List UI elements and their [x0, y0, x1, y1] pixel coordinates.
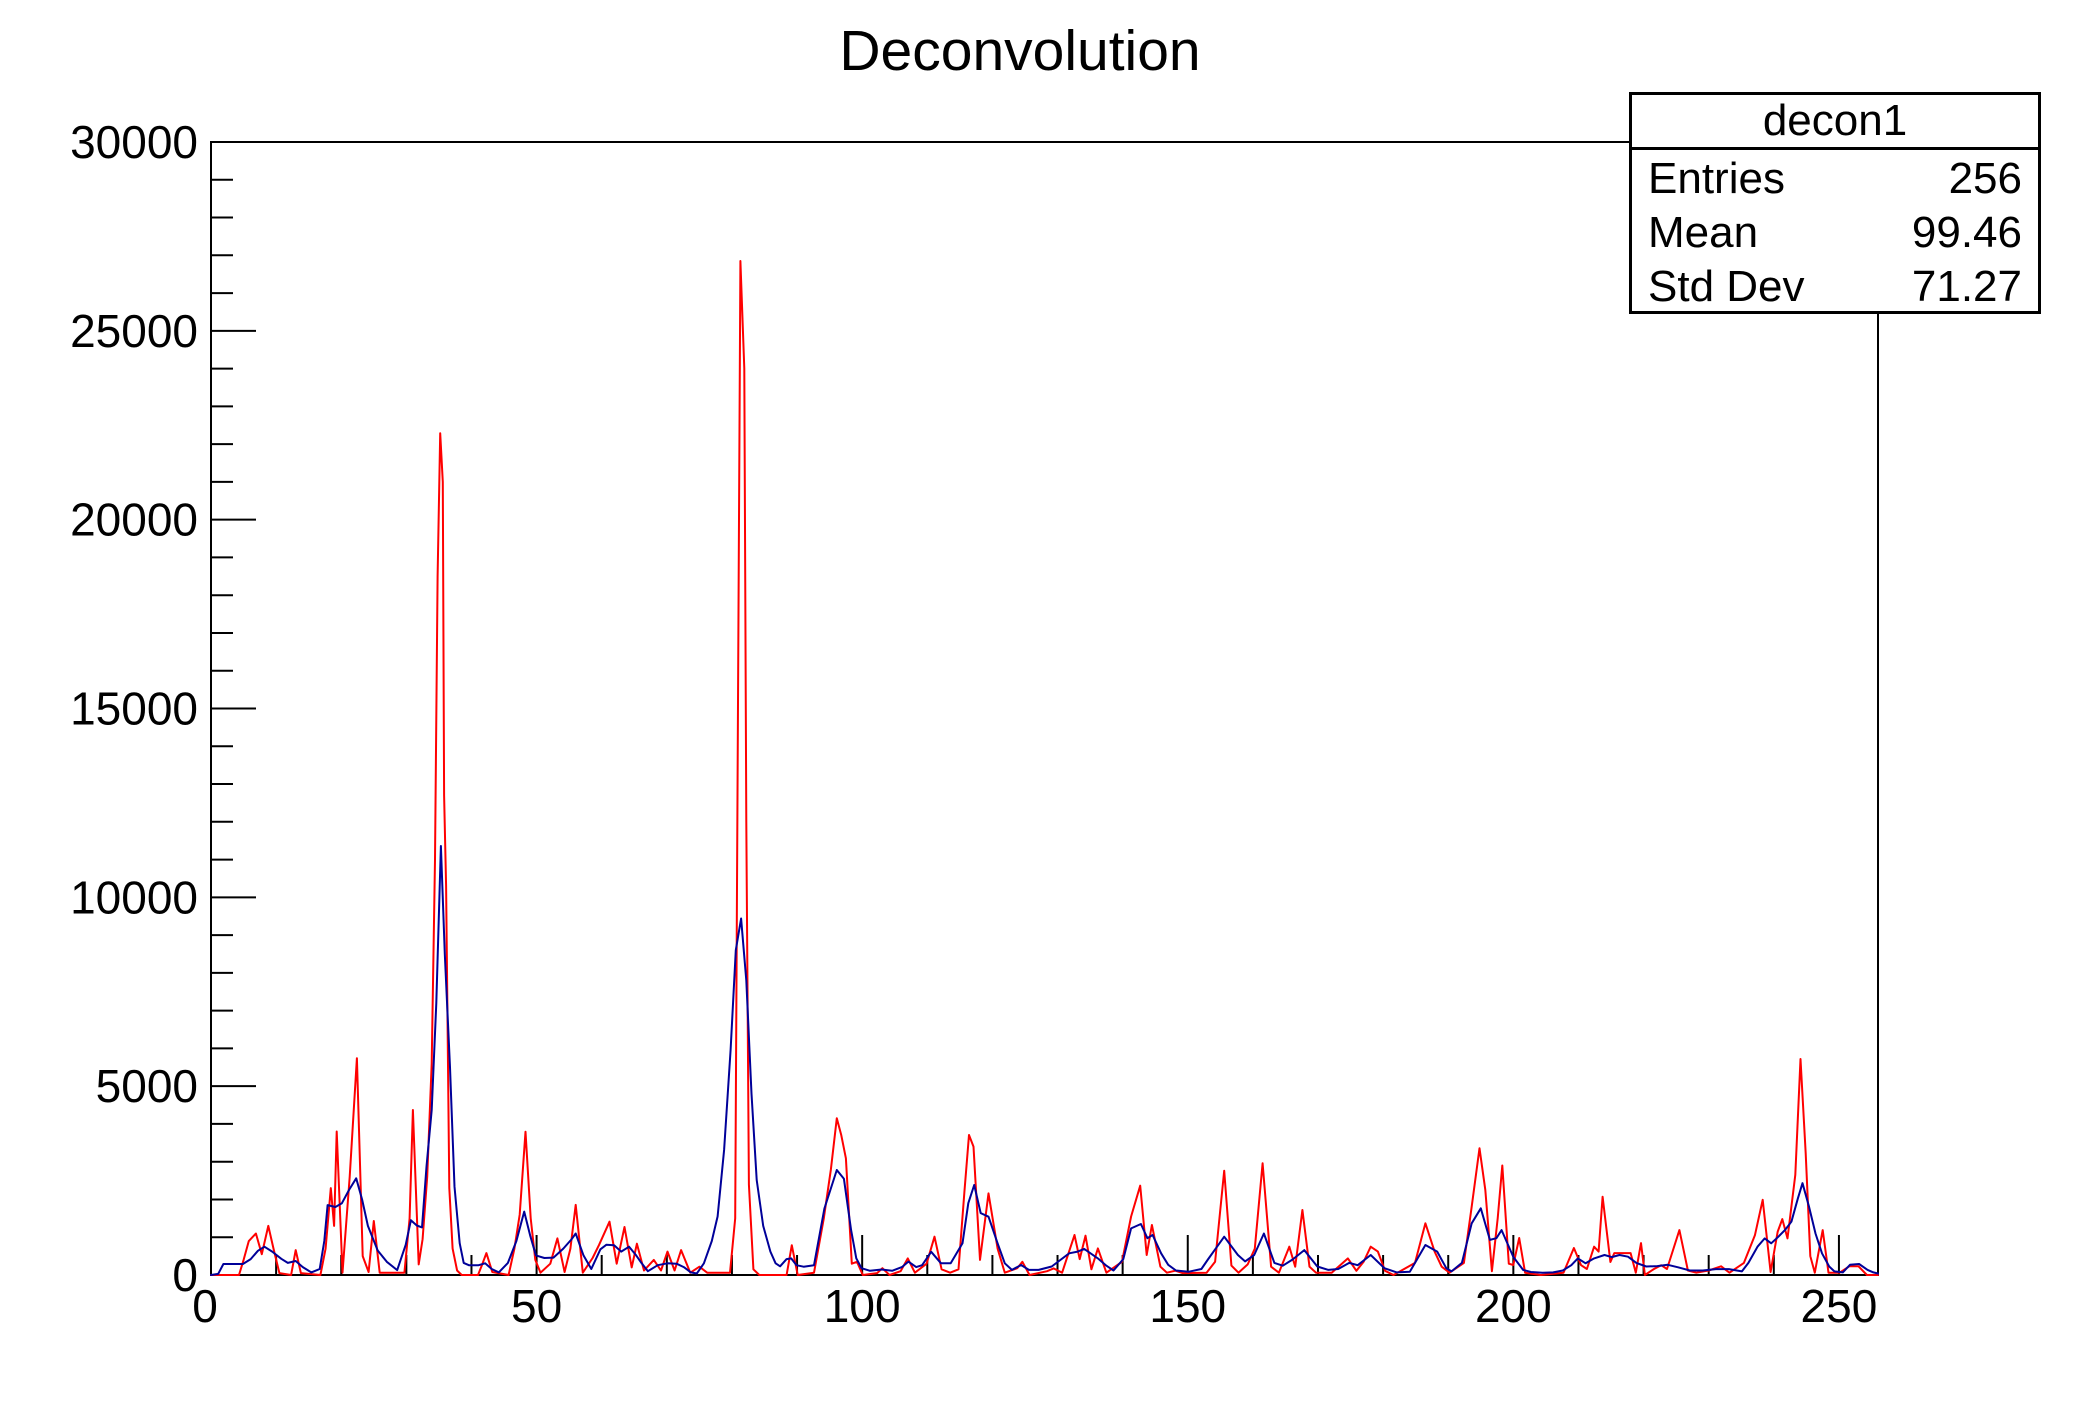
stats-row-mean: Mean 99.46: [1648, 206, 2022, 260]
y-tick-label: 15000: [70, 683, 198, 735]
y-tick-label: 0: [172, 1249, 198, 1301]
stats-value-entries: 256: [1948, 154, 2022, 203]
stats-value-stddev: 71.27: [1911, 262, 2022, 311]
x-tick-label: 100: [824, 1280, 901, 1332]
stats-row-stddev: Std Dev 71.27: [1648, 260, 2022, 314]
x-tick-label: 150: [1149, 1280, 1226, 1332]
x-tick-label: 200: [1475, 1280, 1552, 1332]
chart-title: Deconvolution: [839, 19, 1201, 83]
stats-box-rows: Entries 256 Mean 99.46 Std Dev 71.27: [1632, 150, 2038, 314]
y-tick-label: 5000: [96, 1060, 198, 1112]
y-tick-label: 25000: [70, 305, 198, 357]
stats-label-mean: Mean: [1648, 208, 1759, 257]
stats-box-title: decon1: [1632, 95, 2038, 150]
x-tick-label: 50: [511, 1280, 562, 1332]
y-tick-label: 20000: [70, 494, 198, 546]
stats-row-entries: Entries 256: [1648, 152, 2022, 206]
stats-box[interactable]: decon1 Entries 256 Mean 99.46 Std Dev 71…: [1629, 92, 2041, 314]
red_series-line: [210, 260, 1879, 1276]
plot-frame: [210, 141, 1879, 1276]
stats-label-entries: Entries: [1648, 154, 1785, 203]
x-tick-label: 0: [192, 1280, 218, 1332]
stats-value-mean: 99.46: [1911, 208, 2022, 257]
blue_series-line: [210, 845, 1879, 1276]
y-tick-label: 30000: [70, 116, 198, 168]
stats-label-stddev: Std Dev: [1648, 262, 1805, 311]
y-tick-label: 10000: [70, 871, 198, 923]
x-tick-label: 250: [1801, 1280, 1878, 1332]
